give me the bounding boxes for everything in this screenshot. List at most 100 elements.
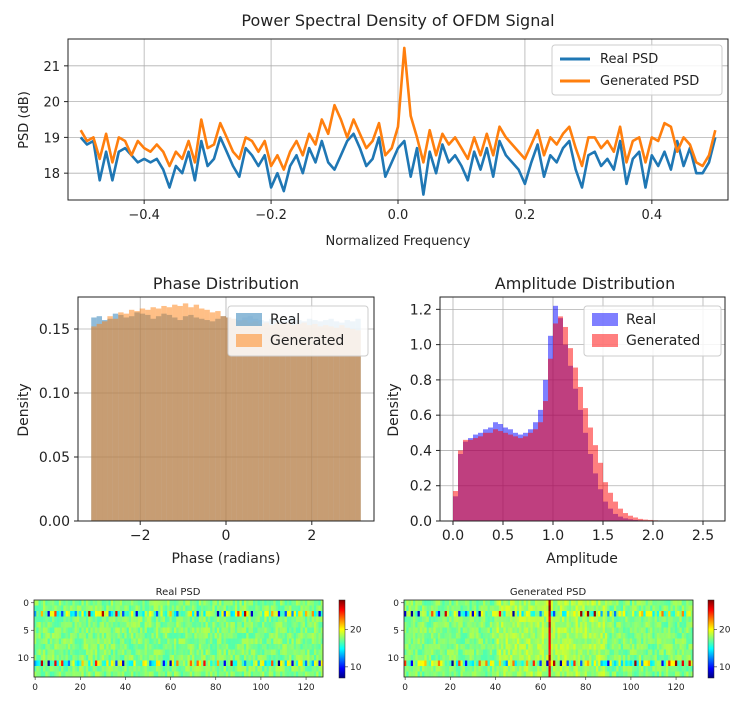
real-heatmap-cell <box>103 644 107 650</box>
generated-heatmap-cell <box>437 616 441 623</box>
real-heatmap-cell <box>61 633 64 639</box>
generated-heatmap-cell <box>562 666 565 672</box>
generated-heatmap-cell <box>568 605 572 612</box>
real-heatmap-cell <box>106 627 109 634</box>
real-heatmap-cell <box>216 660 220 667</box>
generated-heatmap-cell <box>677 655 680 661</box>
real-heatmap-cell <box>237 666 240 672</box>
generated-heatmap-cell <box>507 660 511 667</box>
generated-heatmap-cell <box>607 605 610 612</box>
real-heatmap-cell <box>151 660 154 667</box>
real-heatmap-cell <box>284 649 288 656</box>
generated-heatmap-cell <box>464 605 468 612</box>
real-heatmap-cell <box>43 611 46 617</box>
real-heatmap-cell <box>295 660 299 667</box>
generated-heatmap-cell <box>539 644 543 650</box>
real-heatmap-cell <box>320 660 324 667</box>
generated-heatmap-cell <box>663 671 667 678</box>
real-heatmap-cell <box>262 633 265 639</box>
real-heatmap-cell <box>203 627 206 634</box>
generated-heatmap-cell <box>672 666 676 672</box>
real-heatmap-cell <box>108 633 112 639</box>
generated-heatmap-cell <box>609 660 613 667</box>
generated-heatmap-cell <box>564 605 567 612</box>
real-heatmap-cell <box>293 649 297 656</box>
generated-heatmap-cell <box>521 616 524 623</box>
generated-heatmap-cell <box>521 627 524 634</box>
generated-heatmap-cell <box>489 616 493 623</box>
real-heatmap-cell <box>307 644 310 650</box>
real-heatmap-cell <box>304 633 308 639</box>
generated-heatmap-cell <box>501 660 504 667</box>
real-heatmap-cell <box>196 627 200 634</box>
real-heatmap-cell <box>221 644 224 650</box>
real-heatmap-cell <box>74 633 78 639</box>
generated-heatmap-cell <box>616 622 619 628</box>
real-heatmap-cell <box>264 611 267 617</box>
real-heatmap-cell <box>88 644 91 650</box>
generated-heatmap-cell <box>431 644 434 650</box>
real-heatmap-cell <box>137 649 141 656</box>
real-heatmap-cell <box>178 600 182 606</box>
real-heatmap-cell <box>126 622 130 628</box>
generated-heatmap-cell <box>557 627 561 634</box>
real-heatmap-cell <box>92 644 96 650</box>
generated-heatmap-cell <box>582 627 585 634</box>
real-heatmap-cell <box>63 622 66 628</box>
generated-heatmap-cell <box>668 660 671 667</box>
generated-heatmap-cell <box>483 660 486 667</box>
real-heatmap-cell <box>259 627 263 634</box>
generated-heatmap-cell <box>406 660 409 667</box>
real-heatmap-cell <box>219 611 222 617</box>
real-heatmap-cell <box>198 605 202 612</box>
generated-heatmap-cell <box>670 655 673 661</box>
real-heatmap-cell <box>85 616 89 623</box>
real-heatmap-cell <box>137 622 141 628</box>
generated-heatmap-cell <box>537 600 540 606</box>
real-heatmap-cell <box>36 633 39 639</box>
generated-heatmap-cell <box>528 644 531 650</box>
generated-heatmap-cell <box>677 633 680 639</box>
real-heatmap-cell <box>117 638 121 645</box>
real-heatmap-cell <box>135 638 139 645</box>
real-heatmap-cell <box>232 671 236 678</box>
real-heatmap-cell <box>131 638 134 645</box>
generated-heatmap-cell <box>487 660 491 667</box>
real-heatmap-cell <box>313 666 317 672</box>
generated-heatmap-cell <box>539 627 543 634</box>
real-heatmap-cell <box>113 638 116 645</box>
generated-heatmap-cell <box>512 644 515 650</box>
real-heatmap-cell <box>49 671 53 678</box>
real-heatmap-cell <box>316 605 319 612</box>
generated-heatmap-cell <box>683 671 687 678</box>
generated-heatmap-cell <box>408 616 412 623</box>
generated-heatmap-cell <box>510 611 513 617</box>
real-heatmap-cell <box>304 600 308 606</box>
real-heatmap-cell <box>201 633 204 639</box>
real-heatmap-cell <box>56 671 60 678</box>
generated-heatmap-cell <box>503 633 506 639</box>
generated-heatmap-cell <box>566 611 570 617</box>
real-heatmap-cell <box>81 605 84 612</box>
generated-heatmap-cell <box>591 666 594 672</box>
generated-heatmap-cell <box>616 605 619 612</box>
real-heatmap-cell <box>241 671 245 678</box>
real-heatmap-cell <box>207 627 211 634</box>
generated-heatmap-cell <box>670 627 673 634</box>
real-heatmap-cell <box>122 633 125 639</box>
real-heatmap-cell <box>246 644 249 650</box>
generated-heatmap-cell <box>591 616 594 623</box>
real-heatmap-cell <box>248 611 252 617</box>
real-heatmap-cell <box>140 622 143 628</box>
generated-heatmap-cell <box>408 649 412 656</box>
real-heatmap-cell <box>189 633 193 639</box>
generated-heatmap-cell <box>415 616 418 623</box>
generated-heatmap-cell <box>584 622 588 628</box>
real-heatmap-cell <box>45 666 48 672</box>
real-heatmap-cell <box>298 605 301 612</box>
real-heatmap-cell <box>94 671 98 678</box>
generated-heatmap-cell <box>507 655 511 661</box>
real-heatmap-cell <box>131 649 134 656</box>
generated-heatmap-cell <box>600 638 603 645</box>
